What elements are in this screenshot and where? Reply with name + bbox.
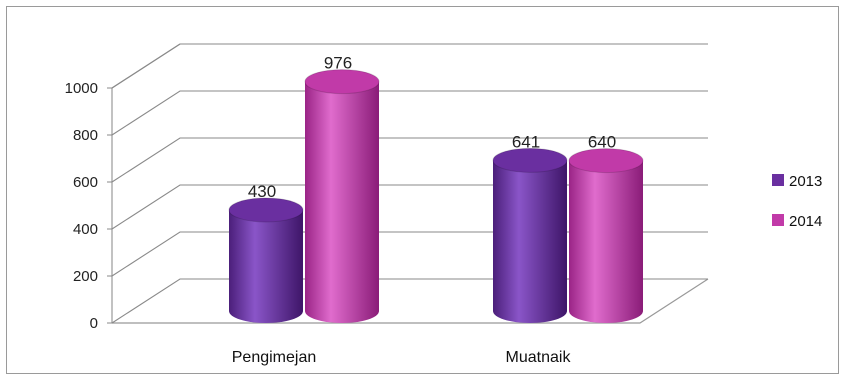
bar-top <box>492 147 568 173</box>
bar-body <box>569 160 643 323</box>
floor-edge <box>112 278 709 324</box>
data-label: 430 <box>248 182 276 201</box>
x-axis-labels: Pengimejan Muatnaik <box>232 349 572 366</box>
y-tick-label: 800 <box>73 127 98 144</box>
gridline <box>111 90 708 136</box>
legend-item-2013: 2013 <box>772 173 822 190</box>
y-axis-ticks: 0 200 400 600 800 1000 <box>65 80 112 332</box>
legend-item-2014: 2014 <box>772 213 822 230</box>
bar-body <box>493 160 567 323</box>
bar-2014-Pengimejan <box>304 69 380 323</box>
y-tick-label: 200 <box>73 268 98 285</box>
bar-2014-Muatnaik <box>568 148 644 323</box>
bar-top <box>568 148 644 174</box>
legend-label: 2014 <box>789 213 822 230</box>
legend-swatch <box>772 174 784 186</box>
bar-top <box>228 197 304 223</box>
y-tick-label: 0 <box>90 315 98 332</box>
gridline <box>111 137 708 183</box>
x-tick-label: Muatnaik <box>506 349 572 366</box>
y-tick-label: 1000 <box>65 80 98 97</box>
data-labels: 430 976 641 640 <box>248 54 616 201</box>
data-label: 641 <box>512 132 540 151</box>
legend: 2013 2014 <box>772 173 822 230</box>
bar-2013-Muatnaik <box>492 147 568 323</box>
bar-body <box>305 81 379 323</box>
bars <box>228 69 644 323</box>
legend-swatch <box>772 214 784 226</box>
y-tick-label: 400 <box>73 221 98 238</box>
bar-2013-Pengimejan <box>228 197 304 323</box>
gridline <box>111 43 708 89</box>
x-tick-label: Pengimejan <box>232 349 317 366</box>
y-tick-label: 600 <box>73 174 98 191</box>
data-label: 976 <box>324 54 352 73</box>
data-label: 640 <box>588 133 616 152</box>
legend-label: 2013 <box>789 173 822 190</box>
bar-body <box>229 209 303 323</box>
bar-top <box>304 69 380 95</box>
